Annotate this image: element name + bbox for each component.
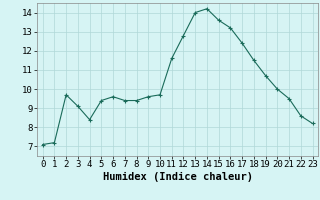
X-axis label: Humidex (Indice chaleur): Humidex (Indice chaleur) (103, 172, 252, 182)
